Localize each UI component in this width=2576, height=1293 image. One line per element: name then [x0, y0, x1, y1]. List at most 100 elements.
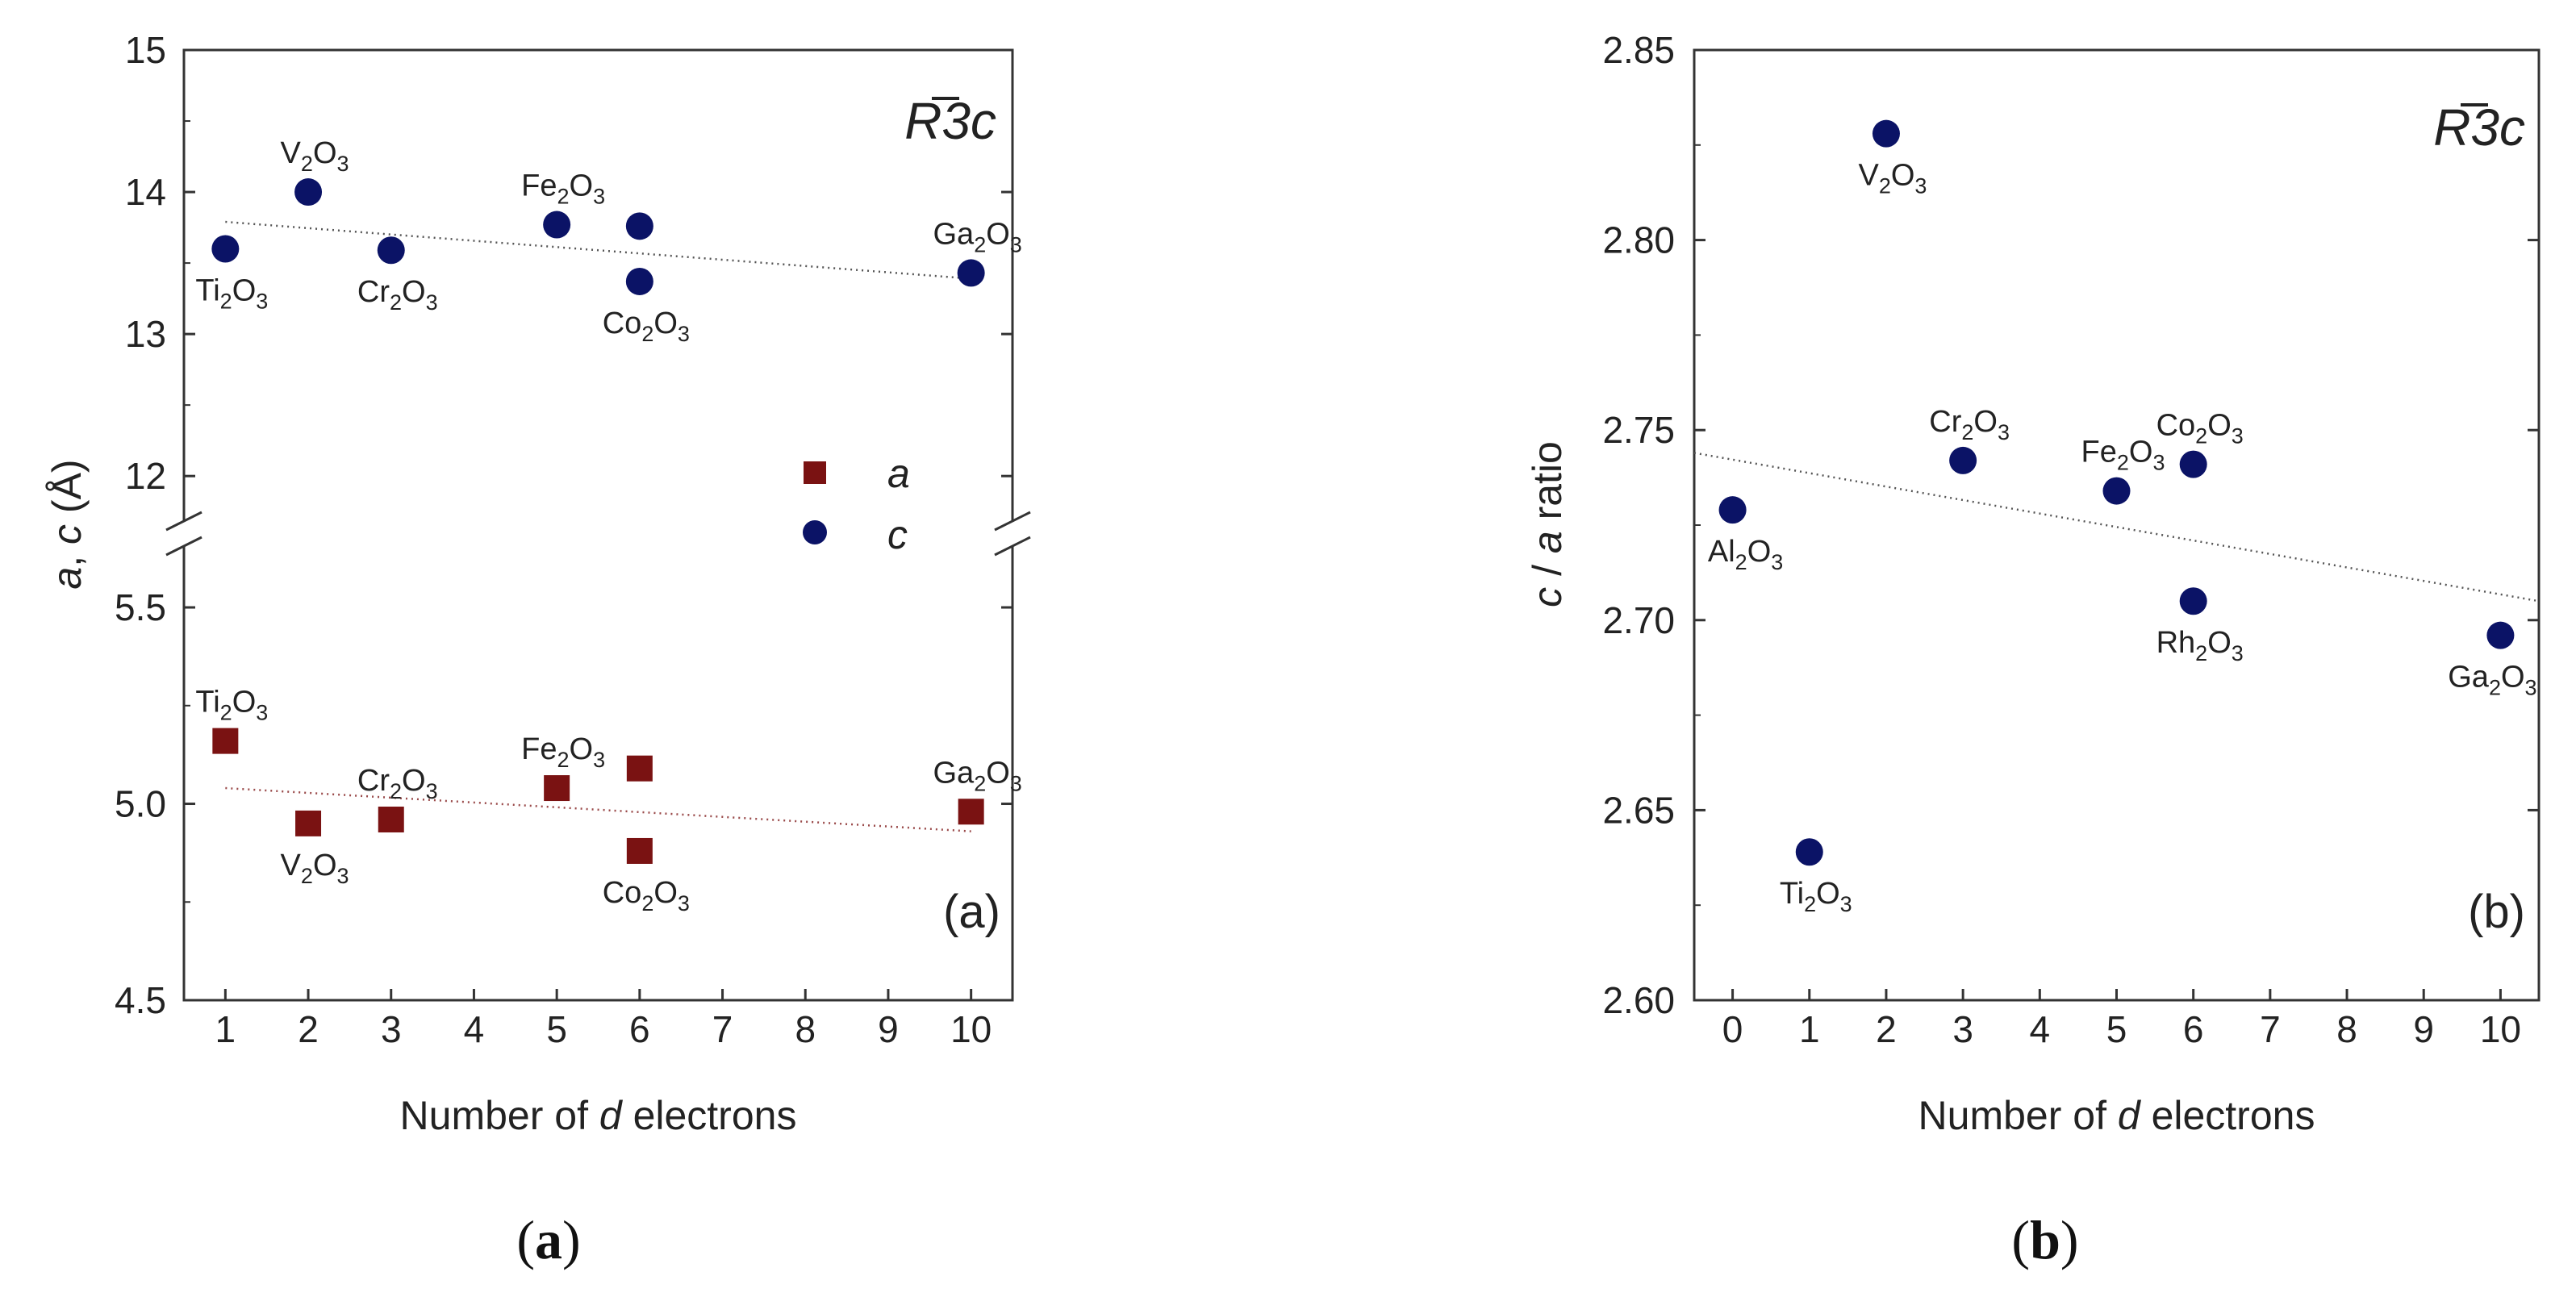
y-axis-title-text: , [44, 544, 90, 567]
data-point [1949, 446, 1977, 474]
point-label: Al2O3 [1708, 535, 1783, 574]
y-axis-title-text: / [1525, 553, 1570, 587]
formula-subscript: 3 [1998, 420, 2010, 444]
formula-element: O [570, 169, 594, 203]
formula-element: O [2501, 661, 2525, 694]
formula-subscript: 2 [220, 701, 232, 725]
formula-subscript: 3 [593, 185, 605, 209]
trend-line [1693, 452, 2540, 603]
formula-element: Cr [357, 275, 390, 309]
point-label: Rh2O3 [2156, 626, 2244, 665]
axis-break-mark [994, 536, 1031, 557]
x-axis-title-text: electrons [622, 1093, 797, 1138]
formula-element: Co [603, 307, 642, 340]
x-tick-label: 2 [298, 1008, 319, 1050]
formula-element: Fe [2081, 436, 2117, 469]
y-axis-title-italic: a [1525, 531, 1570, 553]
formula-subscript: 3 [1840, 892, 1852, 916]
formula-element: O [1973, 405, 1998, 439]
formula-element: O [2129, 436, 2153, 469]
x-tick-label: 4 [2030, 1008, 2051, 1050]
data-point [2486, 621, 2515, 649]
point-label: Co2O3 [603, 876, 690, 916]
formula-element: O [2207, 409, 2232, 443]
y-axis-title: c / a ratio [1525, 441, 1570, 607]
data-point-a [378, 807, 404, 832]
caption-paren: ( [2011, 1209, 2030, 1270]
legend-label-a: a [887, 451, 910, 496]
x-tick-label: 2 [1876, 1008, 1897, 1050]
formula-subscript: 2 [557, 748, 570, 772]
formula-element: O [313, 136, 337, 170]
formula-element: Ti [195, 273, 219, 307]
x-tick-label: 1 [1799, 1008, 1820, 1050]
space-group-digit: 3 [941, 92, 971, 150]
formula-subscript: 2 [641, 322, 653, 346]
axis-break-mark [165, 511, 202, 532]
formula-element: O [232, 686, 257, 719]
formula-element: Ga [933, 756, 975, 790]
formula-element: Cr [357, 764, 390, 798]
x-tick-label: 8 [2336, 1008, 2357, 1050]
formula-subscript: 3 [1771, 550, 1783, 574]
x-tick-label: 9 [2413, 1008, 2434, 1050]
point-label: V2O3 [281, 136, 349, 176]
axis-break-mark [994, 511, 1031, 532]
y-tick-label: 2.75 [1602, 409, 1675, 451]
x-tick-label: 1 [215, 1008, 236, 1050]
y-tick-label: 2.85 [1602, 29, 1675, 71]
formula-element: O [232, 273, 257, 307]
formula-subscript: 2 [1804, 892, 1816, 916]
formula-subscript: 2 [1735, 550, 1747, 574]
data-point [1718, 496, 1747, 524]
x-tick-label: 10 [2480, 1008, 2521, 1050]
formula-subscript: 3 [1914, 174, 1927, 198]
formula-subscript: 2 [390, 290, 402, 315]
space-group-suffix: c [2499, 98, 2525, 156]
formula-subscript: 3 [2232, 641, 2244, 665]
point-label: V2O3 [281, 849, 349, 888]
space-group-digit: 3 [2470, 98, 2499, 156]
data-point-c [625, 212, 653, 240]
data-point-c [377, 236, 405, 265]
data-point-c [294, 178, 323, 206]
y-axis-title: a, c (Å) [44, 459, 90, 589]
formula-element: Rh [2156, 626, 2196, 660]
formula-subscript: 3 [2152, 451, 2165, 475]
panel-tag: (a) [943, 886, 1000, 938]
formula-subscript: 2 [2195, 424, 2207, 448]
formula-subscript: 3 [426, 290, 438, 315]
legend-label-c: c [887, 512, 908, 557]
y-tick-label: 15 [125, 29, 166, 71]
caption-paren: ) [562, 1209, 581, 1270]
data-point-a [626, 755, 653, 782]
formula-element: V [281, 136, 302, 170]
formula-subscript: 3 [426, 779, 438, 803]
x-tick-label: 8 [795, 1008, 816, 1050]
point-label: Ga2O3 [2448, 661, 2536, 700]
formula-subscript: 2 [557, 185, 570, 209]
y-axis-title-italic: c [1525, 587, 1570, 607]
data-point [2179, 587, 2207, 615]
data-point-c [625, 267, 653, 295]
formula-subscript: 3 [256, 289, 268, 313]
formula-element: V [1858, 159, 1879, 193]
y-tick-label: 5.5 [115, 586, 166, 628]
formula-element: Co [2156, 409, 2196, 443]
point-label: Cr2O3 [1929, 405, 2010, 444]
point-label: Ga2O3 [933, 756, 1021, 795]
formula-element: O [570, 732, 594, 766]
data-point-c [543, 211, 571, 239]
formula-subscript: 3 [1010, 771, 1022, 795]
y-tick-label: 2.65 [1602, 789, 1675, 831]
trend-line [225, 220, 971, 280]
y-tick-label: 12 [125, 455, 166, 497]
formula-element: Ga [933, 217, 975, 251]
y-axis-title-italic: a [44, 567, 90, 590]
x-axis-title-text: Number of [1918, 1093, 2118, 1138]
formula-element: O [1747, 535, 1772, 569]
trend-line [225, 786, 971, 832]
caption-letter: b [2030, 1209, 2060, 1270]
space-group-suffix: c [971, 92, 996, 150]
formula-subscript: 3 [2232, 424, 2244, 448]
